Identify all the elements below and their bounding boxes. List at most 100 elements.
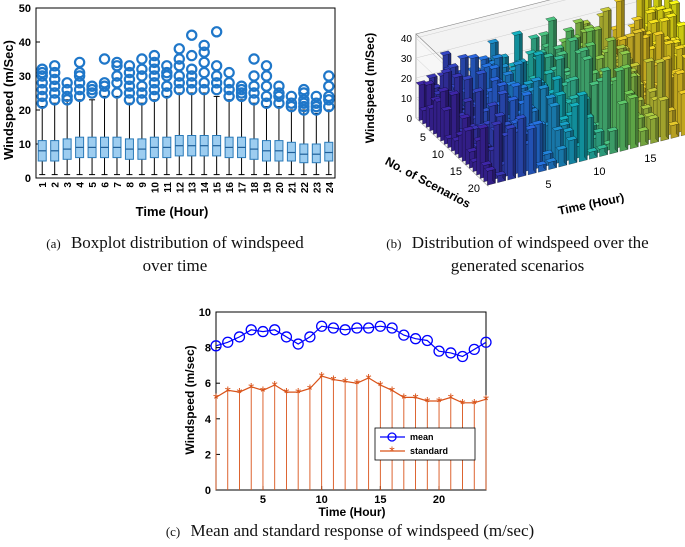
boxplot-xtick-label: 7 — [113, 182, 124, 188]
bar3d-bar-top — [512, 60, 524, 66]
standard-point: * — [448, 390, 454, 407]
bar3d-bar-top — [654, 5, 667, 11]
bar3d-bar-top — [613, 0, 625, 3]
mean-point — [222, 336, 234, 348]
bar3d-bar-top — [652, 30, 665, 36]
bar3d-bar-side — [499, 120, 503, 178]
standard-point: * — [330, 373, 336, 390]
bar3d-ytick-label: 15 — [450, 166, 462, 178]
bar3d-bar-top — [668, 0, 680, 6]
bar3d-bar-top — [680, 54, 685, 59]
standard-series-line — [215, 375, 487, 404]
boxplot-outlier — [36, 90, 48, 103]
mean-point — [233, 331, 246, 343]
bar3d-bar-top — [451, 72, 463, 79]
boxplot-outlier — [148, 83, 161, 96]
mean-point — [351, 322, 363, 334]
boxplot-ytick-label: 30 — [19, 71, 31, 83]
bar3d-bar-top — [542, 69, 555, 75]
boxplot-outlier — [173, 43, 185, 55]
boxplot-xlabel: Time (Hour) — [136, 204, 209, 219]
mean-point — [280, 331, 293, 343]
bar3d-bar-top — [577, 46, 590, 52]
boxplot-outlier — [235, 80, 248, 92]
bar3d-bar-top — [575, 91, 588, 97]
boxplot-outlier — [210, 83, 223, 96]
boxplot-xtick-label: 13 — [188, 182, 199, 194]
boxplot-ytick-label: 0 — [25, 173, 31, 185]
boxplot-box — [324, 141, 334, 162]
bar3d-bar-top — [653, 58, 666, 64]
boxplot-xtick-label: 3 — [63, 182, 74, 188]
legend: mean * standard — [374, 427, 476, 461]
mean-point — [374, 320, 386, 332]
bar3d-bar-top — [542, 52, 554, 59]
boxplot-outlier — [310, 104, 323, 116]
boxplot-outlier — [223, 90, 235, 103]
boxplot-xtick-label: 9 — [138, 182, 149, 188]
boxplot-outlier — [248, 53, 260, 65]
legend-standard-label: standard — [410, 446, 448, 456]
mean-point — [386, 322, 398, 334]
caption-a-tag: (a) — [46, 236, 61, 251]
bar3d-bar-top — [467, 53, 479, 60]
boxplot-box — [311, 143, 321, 164]
bar3d-bar-top — [462, 126, 475, 132]
bar3d-bar-top — [552, 44, 565, 50]
bar3d-bar-top — [446, 63, 459, 69]
boxplot-frame — [35, 7, 336, 179]
boxplot-xtick-label: 20 — [275, 182, 286, 194]
bar3d-bar-top — [647, 114, 659, 120]
boxplot-outlier — [73, 70, 86, 82]
bar3d-ztick-label: 40 — [401, 34, 413, 45]
boxplot-outlier — [323, 94, 335, 106]
boxplot-outlier — [148, 77, 161, 89]
boxplot-outlier — [61, 77, 73, 89]
caption-a: (a) Boxplot distribution of windspeed ov… — [10, 232, 340, 277]
boxplot-outlier — [298, 83, 310, 96]
caption-c-text: Mean and standard response of windspeed … — [190, 521, 535, 540]
bar3d-gridline — [415, 0, 567, 39]
boxplot-outlier — [111, 77, 123, 89]
boxplot-outlier — [148, 56, 161, 69]
bar3d-bar-top — [567, 76, 580, 82]
boxplot-outlier — [61, 83, 73, 96]
boxplot-outlier — [186, 83, 198, 96]
standard-point: * — [424, 394, 430, 411]
boxplot-outlier — [248, 87, 260, 99]
boxplot-outlier — [136, 70, 148, 82]
boxplot-outlier — [260, 60, 273, 72]
standard-point: * — [389, 383, 395, 400]
standard-point: * — [342, 374, 348, 391]
bar3d-bar-top — [504, 124, 517, 130]
bar3d-bar-top — [506, 96, 519, 102]
boxplot-outlier — [111, 56, 123, 69]
boxplot-outlier — [210, 60, 223, 72]
bar3d-xtick-label: 10 — [593, 166, 605, 178]
boxplot-outlier — [48, 80, 61, 92]
boxplot-outlier — [148, 90, 161, 103]
boxplot-outlier — [48, 60, 61, 72]
boxplot-outlier — [285, 97, 298, 109]
bar3d-ylabel: No. of Scenarios — [383, 154, 473, 211]
bar3d-bar-top — [537, 84, 550, 90]
bar3d-bar-side — [574, 135, 578, 163]
boxplot-box — [286, 141, 296, 162]
boxplot-outlier — [98, 77, 111, 89]
bar3d-bar-top — [448, 90, 460, 96]
bar3d-bar-top — [514, 114, 527, 120]
boxplot-xtick-label: 6 — [101, 182, 112, 188]
mean-point — [433, 345, 445, 357]
boxplot-outlier — [161, 60, 173, 72]
boxplot-outlier — [48, 73, 61, 86]
bar3d-bar-side — [635, 93, 639, 148]
boxplot-outlier — [61, 90, 73, 103]
bar3d-bar-top — [565, 135, 578, 142]
bar3d-bar-top — [437, 87, 449, 93]
boxplot-xtick-label: 22 — [300, 182, 311, 194]
boxplot-outlier — [148, 70, 161, 82]
mean-point — [398, 329, 410, 341]
boxplot-ytick-label: 40 — [19, 37, 31, 49]
boxplot-outlier — [198, 83, 210, 96]
boxplot-outlier — [173, 77, 185, 89]
